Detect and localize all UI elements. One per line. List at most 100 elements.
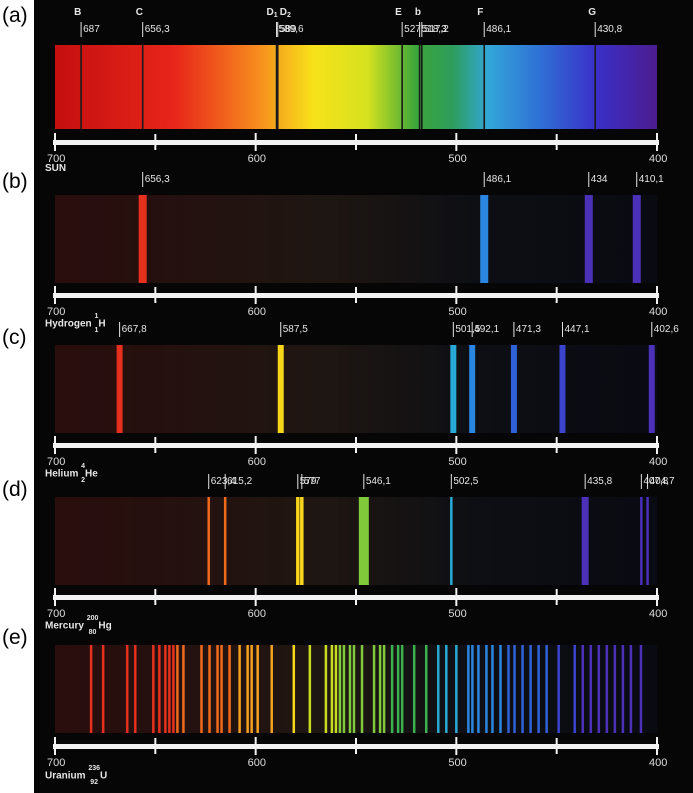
axis-tick [254, 436, 257, 454]
emission-line [648, 345, 655, 433]
line-label: 589,6 [279, 24, 304, 35]
emission-line [208, 645, 211, 733]
element-name: Uranium [45, 770, 86, 782]
line-label: 667,8 [122, 324, 147, 335]
mass-number: 4 [81, 463, 86, 470]
line-label: 589 [280, 24, 297, 35]
absorption-line [80, 45, 82, 129]
axis-tick [154, 738, 157, 754]
emission-line [277, 345, 284, 433]
absorption-line [483, 45, 486, 129]
emission-line [513, 645, 516, 733]
axis-tick [355, 287, 357, 303]
emission-line [491, 645, 494, 733]
axis-tick [355, 738, 357, 754]
emission-line [424, 645, 428, 733]
emission-line [372, 645, 376, 733]
absorption-line [594, 45, 596, 129]
emission-line [125, 645, 129, 733]
axis-tick [355, 589, 357, 605]
emission-line [256, 645, 259, 733]
emission-line [378, 645, 382, 733]
element-symbol: H [98, 318, 106, 330]
element-symbol: U [100, 770, 108, 782]
emission-line [152, 645, 155, 733]
emission-line [330, 645, 334, 733]
emission-line [134, 645, 137, 733]
axis-tick [54, 588, 56, 606]
axis-tick-label: 400 [649, 306, 667, 318]
emission-line [629, 645, 633, 733]
emission-line [400, 645, 404, 733]
emission-line [589, 645, 593, 733]
emission-line [480, 195, 489, 283]
absorption-line [418, 45, 421, 129]
axis-tick [656, 588, 658, 606]
emission-line [640, 497, 643, 585]
emission-line [352, 645, 356, 733]
line-label: 486,1 [486, 174, 511, 185]
axis-tick-label: 700 [47, 306, 65, 318]
axis-tick-label: 400 [649, 153, 667, 165]
emission-line [296, 497, 300, 585]
emission-line [437, 645, 440, 733]
element-name: Hydrogen [45, 318, 92, 330]
emission-line [507, 645, 510, 733]
line-label: 656,3 [145, 24, 170, 35]
emission-line [581, 645, 585, 733]
emission-line [605, 645, 609, 733]
emission-line [216, 645, 219, 733]
emission-line [300, 497, 304, 585]
axis-tick [154, 589, 157, 605]
element-name: Helium [45, 468, 79, 480]
emission-line [469, 345, 476, 433]
axis-tick-label: 400 [649, 757, 667, 769]
line-label: 402,6 [654, 324, 679, 335]
emission-line [510, 345, 517, 433]
axis-tick-label: 600 [248, 757, 266, 769]
line-label: 517,2 [424, 24, 449, 35]
fraunhofer-letter: D1 [267, 7, 278, 19]
absorption-line [276, 45, 279, 129]
emission-line [581, 497, 589, 585]
axis-tick [656, 133, 658, 151]
emission-line [101, 645, 105, 733]
fraunhofer-letter: C [136, 7, 143, 18]
emission-line [360, 645, 364, 733]
axis-tick [355, 437, 357, 453]
emission-line [246, 645, 249, 733]
mass-number: 1 [94, 313, 99, 320]
axis-tick [54, 436, 56, 454]
emission-line [597, 645, 601, 733]
emission-line [396, 645, 400, 733]
axis-tick [455, 588, 458, 606]
emission-line [445, 645, 448, 733]
absorption-line [275, 45, 278, 129]
axis-tick [455, 133, 458, 151]
line-label: 656,3 [145, 174, 170, 185]
element-symbol: Hg [98, 620, 112, 632]
emission-line [324, 645, 328, 733]
emission-line [220, 645, 223, 733]
spectrum-background [55, 645, 657, 733]
line-label: 447,1 [564, 324, 589, 335]
axis-tick [455, 737, 458, 755]
emission-line [89, 645, 93, 733]
panel-name-uranium: Uranium 236 92U [45, 765, 107, 786]
emission-line [334, 645, 338, 733]
line-label: 407,8 [643, 476, 668, 487]
axis-tick [254, 588, 257, 606]
emission-line [521, 645, 524, 733]
axis-tick [154, 287, 157, 303]
emission-line [308, 645, 312, 733]
line-label: 579 [300, 476, 317, 487]
emission-line [200, 645, 203, 733]
emission-line [342, 645, 346, 733]
axis-tick-label: 400 [649, 456, 667, 468]
emission-line [557, 645, 560, 733]
fraunhofer-letter: F [477, 7, 483, 18]
emission-line [499, 645, 502, 733]
line-label: 615,2 [227, 476, 252, 487]
atomic-number: 2 [81, 477, 86, 485]
axis-tick [555, 738, 558, 754]
